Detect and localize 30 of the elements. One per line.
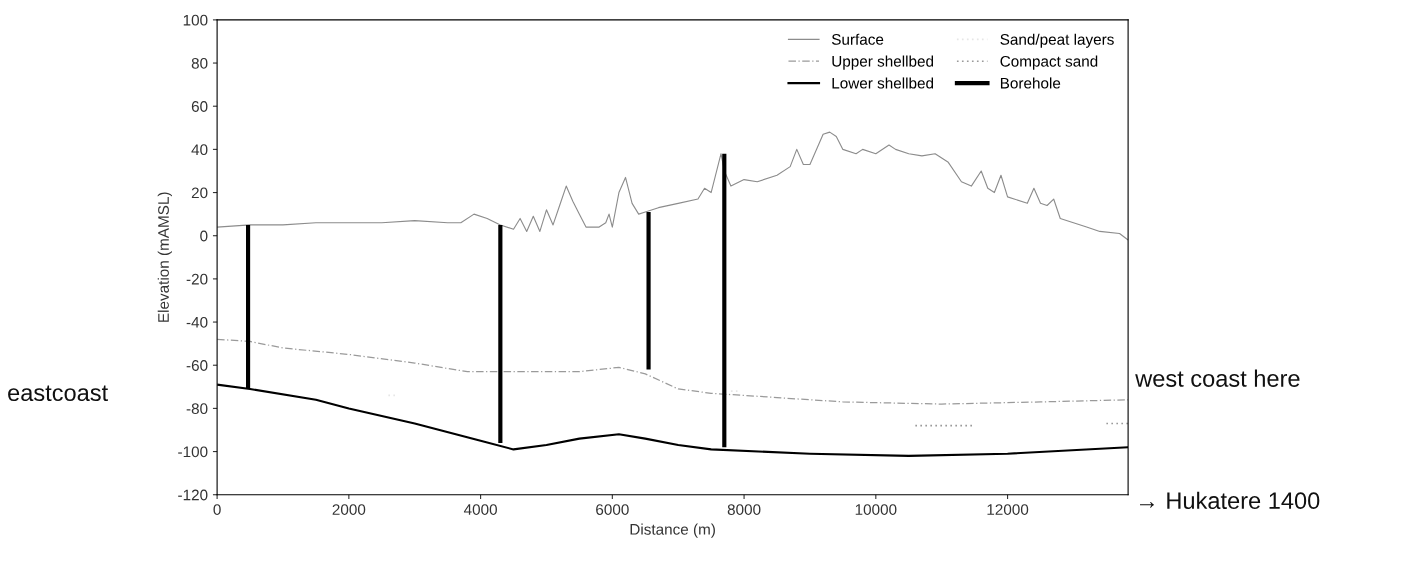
- y-tick-label: -80: [186, 403, 208, 415]
- text: west coast here: [1135, 369, 1300, 387]
- legend-label: Borehole: [1000, 77, 1061, 89]
- y-axis-title: Elevation (mAMSL): [157, 192, 172, 322]
- text: eastcoast: [8, 385, 108, 402]
- x-tick-label: 6000: [596, 504, 629, 515]
- x-tick-label: 4000: [463, 504, 497, 515]
- text: → Hukatere 1400: [1140, 491, 1320, 510]
- y-tick-label: 80: [191, 57, 208, 69]
- x-tick-label: 12000: [987, 504, 1029, 515]
- y-tick-label: -120: [178, 489, 208, 501]
- legend-label: Lower shellbed: [832, 77, 934, 89]
- x-tick-label: 10000: [855, 504, 897, 515]
- x-axis-title: Distance (m): [630, 523, 715, 538]
- y-tick-label: 20: [191, 187, 208, 199]
- y-tick-label: -100: [178, 446, 208, 458]
- x-tick-label: 0: [213, 504, 221, 515]
- legend-label: Upper shellbed: [832, 55, 934, 70]
- legend-label: Surface: [831, 33, 884, 45]
- y-tick-label: 0: [200, 230, 208, 242]
- y-tick-label: -20: [186, 273, 208, 285]
- y-tick-label: 60: [191, 101, 208, 112]
- y-tick-label: 40: [191, 144, 208, 156]
- y-tick-label: -60: [186, 360, 208, 371]
- x-tick-label: 2000: [332, 504, 366, 515]
- legend-label: Compact sand: [1000, 55, 1098, 70]
- legend-label: Sand/peat layers: [1000, 33, 1114, 48]
- x-tick-label: 8000: [727, 504, 761, 515]
- y-tick-label: 100: [183, 14, 208, 26]
- y-tick-label: -40: [186, 316, 208, 328]
